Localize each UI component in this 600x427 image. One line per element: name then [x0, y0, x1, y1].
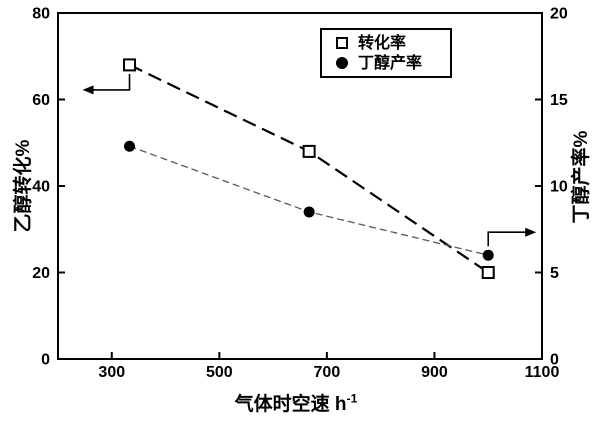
y-tick-label-left: 40	[32, 179, 50, 196]
x-tick-label: 300	[98, 364, 125, 381]
y-tick-label-right: 15	[550, 92, 568, 109]
series-1-marker-2	[482, 249, 494, 261]
legend-item-yield: 丁醇产率	[336, 55, 450, 72]
legend-item-conversion: 转化率	[336, 35, 450, 52]
y-tick-label-left: 80	[32, 6, 50, 23]
filled-circle-marker-icon	[336, 57, 348, 69]
open-square-marker-icon	[336, 37, 348, 49]
legend-label-yield: 丁醇产率	[358, 54, 423, 72]
y-tick-label-right: 0	[550, 352, 559, 369]
y-axis-label-left: 乙醇转化%	[13, 139, 34, 233]
y-tick-label-right: 20	[550, 6, 568, 23]
y-axis-label-right: 丁醇产率%	[571, 130, 592, 224]
series-0-marker-2	[481, 266, 495, 279]
series-1-marker-0	[124, 140, 136, 152]
right-axis-arrow	[487, 231, 527, 247]
legend: 转化率 丁醇产率	[320, 28, 452, 78]
series-0-marker-0	[123, 58, 137, 72]
series-1-marker-1	[303, 206, 315, 218]
x-tick-label: 900	[421, 364, 448, 381]
y-tick-label-left: 0	[41, 352, 50, 369]
x-axis-label: 气体时空速 h-1	[96, 389, 496, 416]
series-0-marker-1	[302, 144, 316, 158]
x-tick-label: 500	[206, 364, 233, 381]
right-axis-arrowhead	[525, 227, 537, 237]
left-axis-arrow	[92, 73, 131, 91]
x-axis-label-text: 气体时空速 h	[234, 394, 347, 415]
series-line-0	[129, 63, 489, 274]
legend-label-conversion: 转化率	[358, 34, 407, 52]
x-tick-label: 1100	[525, 364, 560, 381]
y-tick-label-left: 60	[32, 92, 50, 109]
left-axis-arrowhead	[82, 85, 94, 95]
series-line-1	[129, 145, 489, 256]
y-tick-label-right: 5	[550, 265, 559, 282]
x-tick-label: 700	[314, 364, 341, 381]
y-tick-label-right: 10	[550, 179, 568, 196]
x-axis-label-superscript: -1	[346, 391, 358, 406]
y-tick-label-left: 20	[32, 265, 50, 282]
